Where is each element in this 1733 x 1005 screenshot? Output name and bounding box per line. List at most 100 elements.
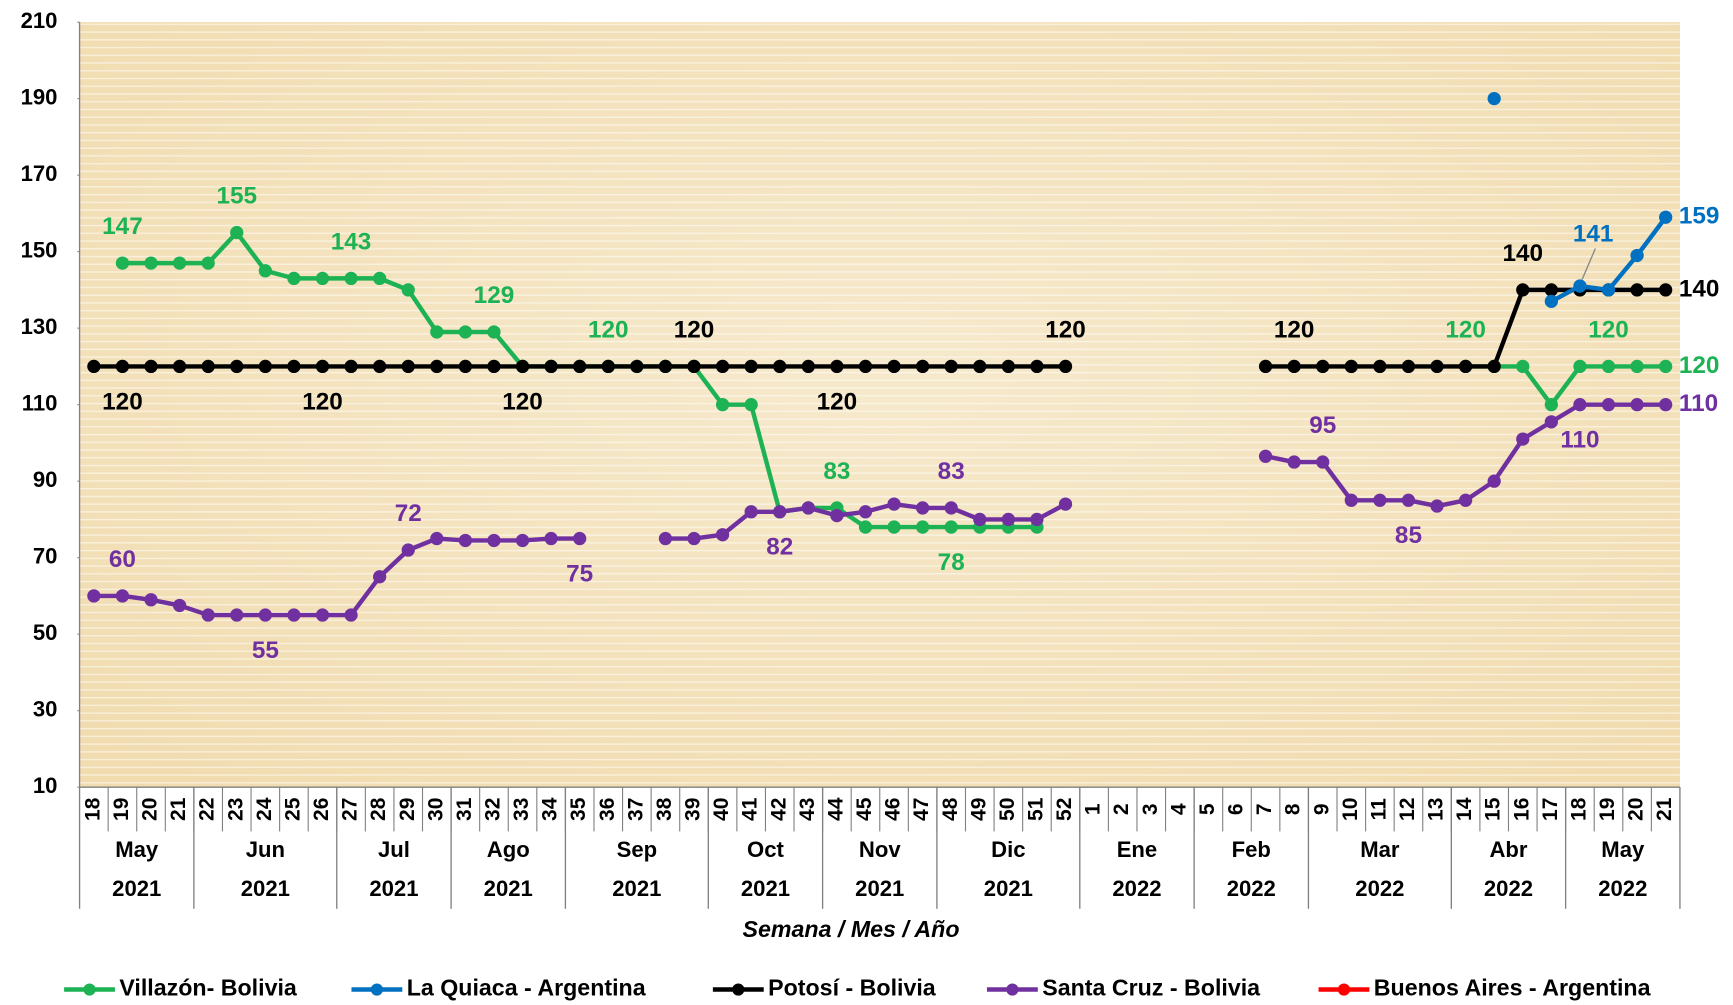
data-label: 120 [1045, 316, 1086, 343]
data-label: 120 [1445, 316, 1486, 343]
data-point [1430, 499, 1443, 512]
data-point [430, 532, 443, 545]
data-point [487, 360, 500, 373]
data-point [1516, 283, 1529, 296]
x-tick-label: 39 [682, 798, 705, 821]
x-tick-label: 40 [710, 798, 733, 821]
x-tick-label: 24 [253, 797, 276, 821]
year-label: 2021 [984, 876, 1033, 901]
data-point [144, 360, 157, 373]
data-point [1659, 211, 1672, 224]
data-point [1059, 360, 1072, 373]
data-point [1545, 283, 1558, 296]
data-label: 140 [1502, 240, 1543, 267]
data-point [1545, 415, 1558, 428]
year-label: 2021 [612, 876, 661, 901]
x-tick-label: 47 [910, 798, 933, 821]
y-tick-label: 210 [21, 8, 58, 33]
data-point [973, 360, 986, 373]
data-label: 82 [766, 534, 793, 561]
data-point [1002, 513, 1015, 526]
data-point [202, 256, 215, 269]
data-point [1545, 295, 1558, 308]
y-tick-label: 50 [33, 620, 58, 645]
x-tick-label: 26 [310, 798, 333, 821]
data-point [430, 360, 443, 373]
x-tick-label: 6 [1225, 803, 1248, 815]
data-point [344, 272, 357, 285]
data-point [487, 325, 500, 338]
data-point [144, 256, 157, 269]
data-point [1573, 360, 1586, 373]
year-label: 2021 [741, 876, 790, 901]
month-label: Ene [1117, 837, 1158, 862]
data-point [687, 532, 700, 545]
data-point [1430, 360, 1443, 373]
legend-marker [371, 983, 383, 995]
year-label: 2022 [1598, 876, 1647, 901]
x-tick-label: 13 [1425, 798, 1448, 821]
data-point [859, 520, 872, 533]
month-label: May [115, 837, 159, 862]
data-label: 85 [1395, 522, 1422, 549]
x-tick-label: 29 [396, 798, 419, 821]
year-label: 2022 [1484, 876, 1533, 901]
data-label: 110 [1560, 427, 1599, 454]
legend-marker [732, 983, 744, 995]
month-label: Sep [617, 837, 658, 862]
data-point [1259, 450, 1272, 463]
y-tick-label: 130 [21, 314, 58, 339]
data-point [1288, 360, 1301, 373]
data-label: 75 [566, 560, 593, 587]
data-point [459, 360, 472, 373]
x-tick-label: 10 [1339, 798, 1362, 821]
x-tick-label: 50 [996, 798, 1019, 821]
legend-label: Villazón- Bolivia [119, 975, 298, 1001]
data-point [773, 505, 786, 518]
legend-label: Buenos Aires - Argentina [1374, 975, 1652, 1001]
data-point [945, 520, 958, 533]
data-point [544, 532, 557, 545]
data-point [259, 360, 272, 373]
month-label: Jul [378, 837, 410, 862]
data-point [487, 534, 500, 547]
x-tick-label: 5 [1196, 803, 1219, 815]
month-label: Jun [246, 837, 285, 862]
data-point [1630, 398, 1643, 411]
legend-label: Santa Cruz - Bolivia [1042, 975, 1261, 1001]
year-label: 2021 [484, 876, 533, 901]
data-point [173, 256, 186, 269]
x-tick-label: 41 [739, 797, 762, 821]
data-label: 120 [674, 316, 715, 343]
data-label: 129 [474, 282, 515, 309]
x-tick-label: 14 [1453, 797, 1476, 821]
x-tick-label: 51 [1024, 797, 1047, 821]
x-tick-label: 36 [596, 798, 619, 821]
x-tick-label: 3 [1139, 803, 1162, 815]
year-label: 2022 [1112, 876, 1161, 901]
data-label: 120 [1274, 316, 1315, 343]
month-label: Abr [1489, 837, 1527, 862]
data-point [144, 593, 157, 606]
x-axis-title: Semana / Mes / Año [743, 916, 960, 942]
data-point [716, 398, 729, 411]
x-tick-label: 37 [624, 798, 647, 821]
x-tick-label: 45 [853, 797, 876, 821]
y-tick-label: 150 [21, 237, 58, 262]
data-label: 120 [817, 388, 858, 415]
x-tick-label: 18 [1567, 797, 1590, 821]
x-tick-label: 38 [653, 797, 676, 821]
data-point [1630, 283, 1643, 296]
data-point [259, 264, 272, 277]
legend-marker [1338, 983, 1350, 995]
y-tick-label: 190 [21, 84, 58, 109]
data-point [1002, 360, 1015, 373]
data-label: 60 [109, 546, 136, 573]
x-tick-label: 21 [1653, 797, 1676, 821]
x-tick-label: 34 [539, 797, 562, 821]
data-point [259, 608, 272, 621]
x-tick-label: 9 [1310, 803, 1333, 815]
data-point [887, 520, 900, 533]
data-point [544, 360, 557, 373]
x-tick-label: 32 [482, 798, 505, 821]
